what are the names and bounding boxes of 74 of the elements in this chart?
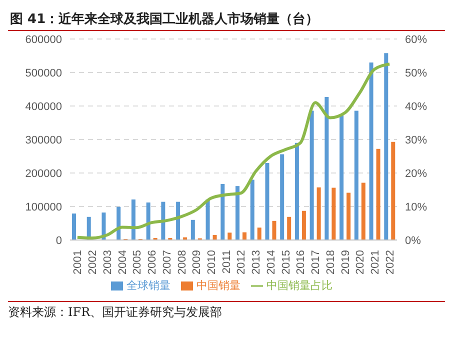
bar [346,192,351,240]
bar [72,214,76,240]
y2-tick-label: 40% [405,100,428,113]
bar [332,188,336,240]
bar [236,186,240,240]
bar [354,110,358,240]
x-tick-label: 2001 [72,250,84,274]
bar [376,148,380,240]
bar [146,202,150,240]
x-tick-label: 2002 [87,250,100,274]
x-tick-label: 2020 [354,250,367,274]
x-tick-label: 2009 [191,250,204,274]
bar [206,199,210,240]
y-tick-label: 400000 [25,100,62,113]
x-tick-label: 2005 [132,250,144,274]
x-tick-label: 2018 [324,250,337,274]
x-tick-label: 2022 [384,250,396,274]
y-tick-label: 500000 [25,67,62,80]
legend-label: 中国销量占比 [266,279,332,292]
x-tick-label: 2016 [295,250,308,274]
bar [212,234,217,240]
chart-title: 图 41：近年来全球及我国工业机器人市场销量（台） [8,8,445,31]
bar [242,232,246,240]
bar [272,220,276,240]
bar [257,228,262,240]
bar [250,180,254,240]
y-tick-label: 0 [56,234,62,247]
x-tick-label: 2019 [340,250,352,274]
bar [220,184,225,240]
line-series [76,62,392,240]
x-tick-label: 2008 [176,250,188,274]
x-tick-label: 2006 [146,250,159,274]
bar [176,202,180,240]
y2-tick-label: 60% [405,34,428,46]
bar [310,110,314,240]
bar [287,216,292,240]
x-tick-label: 2007 [161,250,174,274]
bar [161,202,166,240]
y2-tick-label: 10% [405,201,428,214]
y-tick-label: 300000 [25,134,62,146]
y2-tick-label: 30% [405,134,428,146]
bar [265,162,270,240]
bar [228,232,232,240]
x-tick-label: 2004 [116,250,129,274]
y2-tick-label: 50% [405,67,428,80]
bar [190,220,195,240]
y-tick-label: 100000 [25,201,62,214]
legend-label: 中国销量 [196,279,240,292]
bar [384,53,388,240]
x-tick-label: 2012 [236,250,248,274]
bar [340,115,344,240]
bar [369,62,374,240]
x-tick-label: 2011 [220,250,233,274]
bar [280,154,284,240]
bar [302,210,306,240]
x-tick-label: 2003 [102,250,114,274]
bar [391,142,396,240]
bar [324,96,329,240]
x-tick-label: 2014 [265,250,278,274]
bar [131,199,136,240]
y2-tick-label: 20% [405,168,428,180]
y-tick-label: 600000 [25,34,62,46]
text: 资料来源：IFR、国开证券研究与发展部 [8,301,445,321]
x-tick-label: 2021 [370,250,382,274]
y-tick-label: 200000 [25,168,62,180]
x-tick-label: 2010 [206,250,218,274]
legend-label: 全球销量 [126,279,170,292]
x-tick-label: 2017 [310,250,322,274]
bar [294,142,299,240]
y2-tick-label: 0% [405,234,422,247]
x-tick-label: 2013 [250,250,263,274]
bar [361,182,366,240]
bar [316,187,321,240]
x-tick-label: 2015 [280,250,292,274]
